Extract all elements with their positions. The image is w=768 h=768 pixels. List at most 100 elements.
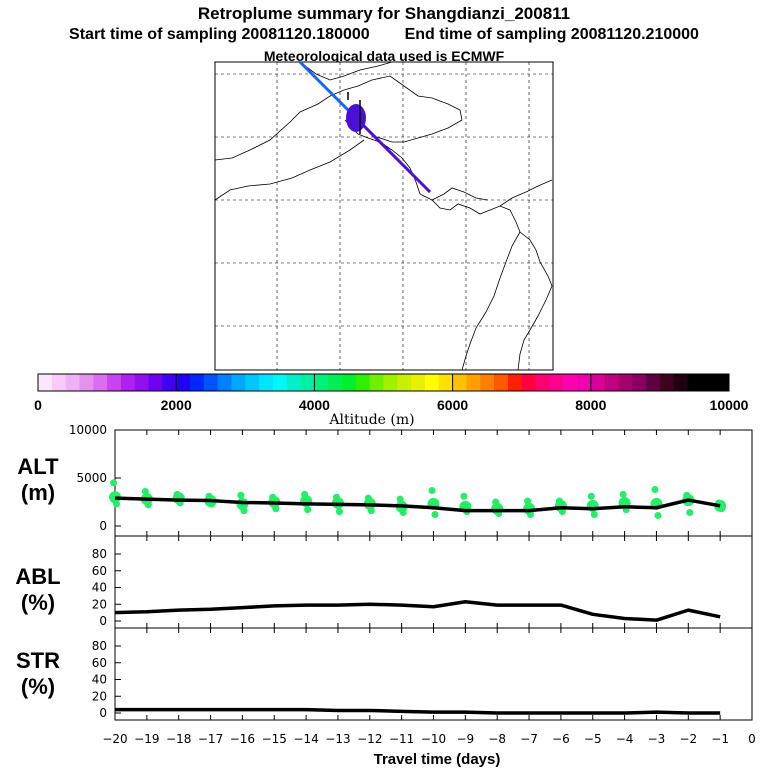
colorbar-swatch <box>604 374 619 391</box>
colorbar-swatch <box>176 374 191 391</box>
map-frame <box>214 61 554 371</box>
altitude-scatter-point <box>651 486 659 494</box>
colorbar-swatch <box>659 374 675 391</box>
plume-blob <box>346 104 366 132</box>
time-series-frame <box>114 429 753 721</box>
colorbar-tick-labels: 0 2000 4000 6000 8000 10000 <box>34 374 749 413</box>
coastline-south <box>461 231 521 371</box>
y-tick-label: 80 <box>92 547 107 561</box>
altitude-scatter-point <box>558 508 566 516</box>
y-tick-label: 0 <box>99 614 107 628</box>
colorbar-swatch <box>494 374 509 391</box>
x-axis-title: Travel time (days) <box>374 751 501 768</box>
colorbar-swatch <box>507 374 523 391</box>
chart-title: Retroplume summary for Shangdianzi_20081… <box>197 4 571 23</box>
colorbar-swatch <box>245 374 260 391</box>
y-tick-label: 20 <box>92 689 107 703</box>
colorbar-swatch <box>673 374 688 391</box>
met-data-label: Meteorological data used is ECMWF <box>263 48 505 64</box>
colorbar-swatch <box>715 374 730 391</box>
x-tick-label: −9 <box>456 732 474 746</box>
colorbar-swatch <box>203 374 219 391</box>
x-tick-label: 0 <box>748 732 756 746</box>
altitude-scatter-point <box>272 505 280 513</box>
x-tick-label: −1 <box>711 732 729 746</box>
altitude-scatter-point <box>113 500 120 508</box>
end-time-label: End time of sampling 20081120.210000 <box>404 26 699 43</box>
x-tick-label: −4 <box>616 732 634 746</box>
sampling-times: Start time of sampling 20081120.180000 E… <box>0 25 768 45</box>
colorbar-swatch <box>383 374 398 391</box>
x-tick-label: −17 <box>198 732 223 746</box>
abl-panel-unit: (%) <box>21 590 55 615</box>
colorbar-title: Altitude (m) <box>328 412 414 428</box>
colorbar-swatch <box>107 374 122 391</box>
coastline-bay <box>431 187 489 201</box>
alt-median-line <box>114 496 721 513</box>
x-tick-label: −6 <box>552 732 570 746</box>
x-tick-label: −11 <box>389 732 414 746</box>
abl-panel-label: ABL <box>15 564 60 589</box>
abl-median-line <box>114 599 721 622</box>
y-tick-label: 40 <box>92 673 107 687</box>
x-tick-label: −14 <box>293 732 318 746</box>
colorbar-swatch <box>217 374 232 391</box>
colorbar-tick-label: 0 <box>34 397 42 413</box>
map-graticule <box>215 62 553 370</box>
y-tick-label: 40 <box>92 581 107 595</box>
altitude-scatter-point <box>144 501 152 509</box>
str-panel-label: STR <box>16 648 60 673</box>
colorbar-swatch <box>687 374 702 391</box>
y-tick-label: 0 <box>99 706 107 720</box>
x-tick-label: −8 <box>488 732 506 746</box>
altitude-scatter-point <box>399 509 407 517</box>
colorbar-swatch <box>148 374 163 391</box>
x-tick-label: −3 <box>648 732 666 746</box>
altitude-scatter-point <box>304 506 312 514</box>
altitude-scatter-point <box>460 492 468 500</box>
colorbar-tick-label: 2000 <box>161 397 192 413</box>
colorbar-swatch <box>134 374 149 391</box>
colorbar-swatch <box>466 374 481 391</box>
altitude-scatter-point <box>686 509 694 517</box>
y-tick-label: 80 <box>92 639 107 653</box>
altitude-scatter-point <box>654 511 662 519</box>
x-tick-label: −16 <box>230 732 255 746</box>
colorbar-swatch <box>342 374 357 391</box>
x-tick-label: −18 <box>166 732 191 746</box>
x-tick-label: −12 <box>357 732 382 746</box>
colorbar-swatch <box>452 374 467 391</box>
colorbar-swatch <box>438 374 453 391</box>
colorbar-swatch <box>190 374 205 391</box>
colorbar-tick-label: 6000 <box>437 397 468 413</box>
colorbar-swatch <box>300 374 315 391</box>
colorbar-swatch <box>535 374 550 391</box>
colorbar-swatch <box>272 374 288 391</box>
y-tick-label: 5000 <box>76 471 107 485</box>
str-median-line <box>115 707 721 715</box>
colorbar-swatch <box>632 374 647 391</box>
x-tick-label: −13 <box>325 732 350 746</box>
colorbar-swatch <box>397 374 412 391</box>
x-tick-label: −5 <box>584 732 602 746</box>
colorbar-tick-label: 10000 <box>710 397 749 413</box>
colorbar-swatch <box>563 374 578 391</box>
colorbar-swatch <box>701 374 716 391</box>
x-tick-label: −19 <box>134 732 159 746</box>
colorbar-swatch <box>51 374 67 391</box>
colorbar-swatch <box>314 374 329 391</box>
altitude-scatter-point <box>619 490 627 498</box>
colorbar-swatch <box>38 374 53 391</box>
colorbar-swatch <box>259 374 274 391</box>
border-line-1 <box>214 75 463 161</box>
border-line-2 <box>214 139 365 201</box>
colorbar-tick-label: 8000 <box>575 397 606 413</box>
colorbar-swatch <box>549 374 564 391</box>
colorbar-frame <box>37 373 730 392</box>
altitude-scatter-point <box>367 507 375 515</box>
y-tick-label: 60 <box>92 656 107 670</box>
colorbar-tick-label: 4000 <box>299 397 330 413</box>
altitude-scatter-point <box>431 510 439 518</box>
altitude-scatter-point <box>237 491 245 499</box>
